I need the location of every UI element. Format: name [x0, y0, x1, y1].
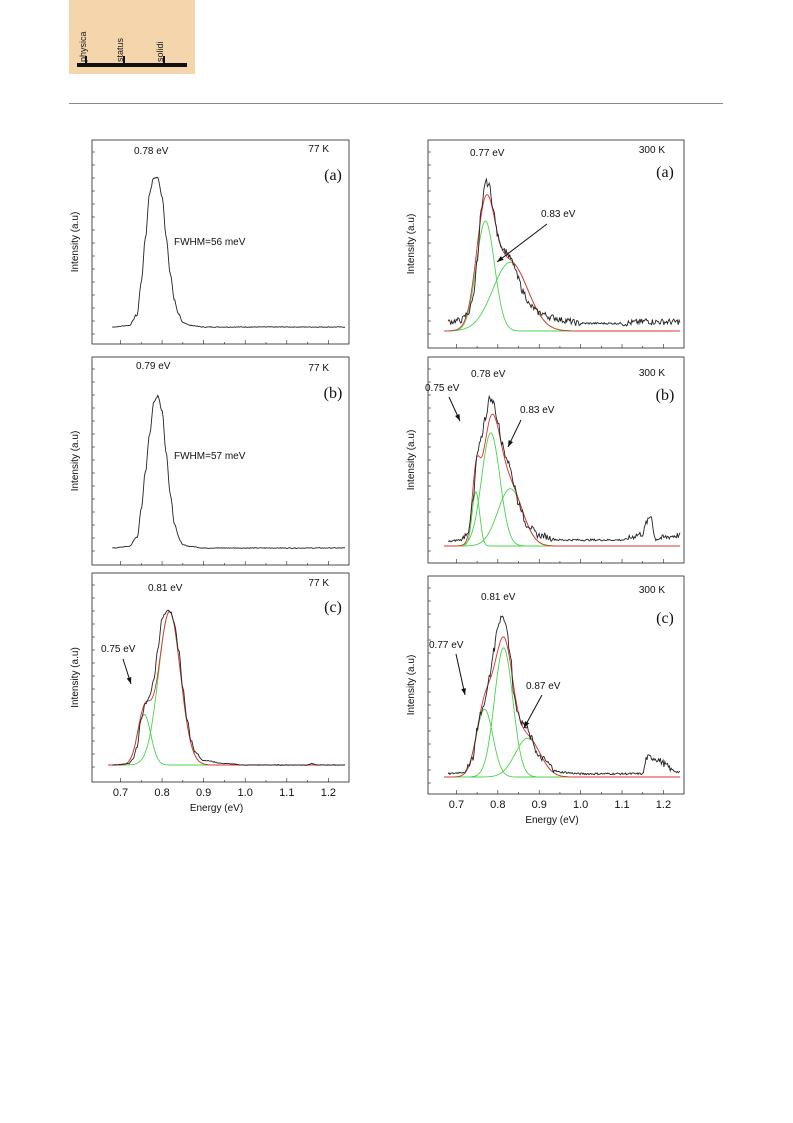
logo-bar-tick [85, 56, 87, 64]
chart-panel-300K-c: 300 K (c) 0.81 eV 0.77 eV 0.87 eV Intensity (… [406, 575, 685, 826]
gaussian-fit-curve [108, 610, 345, 766]
peak-arrow-head [126, 677, 132, 684]
peak-label: 0.77 eV [470, 148, 505, 159]
temperature-label: 300 K [639, 368, 665, 379]
fwhm-note: FWHM=57 meV [174, 451, 246, 462]
temperature-label: 77 K [308, 578, 329, 589]
x-tick-label: 0.7 [449, 799, 464, 811]
plot-frame [91, 572, 350, 783]
fit-envelope-curve [444, 194, 680, 332]
peak-arrow-head [497, 256, 504, 262]
logo-bar [77, 63, 187, 67]
x-tick-label: 1.1 [279, 787, 294, 799]
peak-arrow-head [461, 688, 466, 695]
header-rule [69, 103, 723, 104]
y-axis-label: Intensity (a.u) [406, 430, 417, 491]
logo-bar-tick [163, 56, 165, 64]
y-axis-label: Intensity (a.u) [70, 431, 81, 492]
fwhm-note: FWHM=56 meV [174, 237, 246, 248]
gaussian-fit-curve [444, 432, 680, 547]
peak-arrow-head [508, 440, 514, 447]
journal-logo: physica status solidi [69, 0, 195, 74]
x-axis-label: Energy (eV) [525, 815, 578, 826]
peak-arrow-head [524, 721, 530, 728]
y-axis-label: Intensity (a.u) [406, 214, 417, 275]
gaussian-fit-curve [444, 488, 680, 547]
peak-label: 0.83 eV [520, 405, 555, 416]
panel-letter: (b) [656, 387, 675, 404]
y-axis-label: Intensity (a.u) [70, 212, 81, 273]
peak-label: 0.75 eV [101, 644, 136, 655]
plot-frame [91, 139, 350, 345]
fit-envelope-curve [444, 636, 680, 778]
peak-label: 0.78 eV [134, 146, 169, 157]
panel-letter: (b) [324, 385, 343, 402]
measured-spectrum-line [112, 609, 346, 766]
peak-label: 0.81 eV [481, 592, 516, 603]
plot-frame [427, 356, 685, 564]
plot-frame [427, 575, 685, 795]
x-tick-label: 1.0 [238, 787, 253, 799]
logo-bar-tick [123, 56, 125, 64]
measured-spectrum-line [112, 394, 346, 549]
x-axis-label: Energy (eV) [190, 803, 243, 814]
gaussian-fit-curve [444, 490, 680, 547]
measured-spectrum-line [447, 394, 681, 543]
panel-letter: (a) [656, 164, 674, 181]
x-tick-label: 0.8 [490, 799, 505, 811]
temperature-label: 77 K [308, 144, 329, 155]
x-tick-label: 1.2 [656, 799, 671, 811]
gaussian-fit-curve [444, 737, 680, 778]
plot-frame [427, 139, 685, 349]
measured-spectrum-line [447, 177, 681, 327]
x-tick-label: 0.7 [113, 787, 128, 799]
peak-label: 0.83 eV [541, 209, 576, 220]
x-tick-label: 1.1 [614, 799, 629, 811]
chart-panel-300K-b: 300 K (b) 0.78 eV 0.75 eV 0.83 eV Intensity (… [406, 356, 685, 564]
measured-spectrum-line [447, 615, 681, 776]
peak-label: 0.75 eV [425, 383, 460, 394]
chart-panel-300K-a: 300 K (a) 0.77 eV 0.83 eV Intensity (a.u) [406, 139, 685, 349]
x-tick-label: 0.8 [154, 787, 169, 799]
plot-frame [91, 356, 350, 566]
panel-letter: (a) [324, 167, 342, 184]
peak-arrow-head [455, 414, 460, 421]
temperature-label: 77 K [308, 363, 329, 374]
gaussian-fit-curve [444, 647, 680, 778]
peak-arrow-line [455, 653, 466, 696]
temperature-label: 300 K [639, 145, 665, 156]
temperature-label: 300 K [639, 585, 665, 596]
peak-label: 0.78 eV [471, 369, 506, 380]
x-tick-label: 1.2 [321, 787, 336, 799]
peak-label: 0.79 eV [136, 361, 171, 372]
panel-letter: (c) [656, 610, 674, 627]
y-axis-label: Intensity (a.u) [406, 655, 417, 716]
measured-spectrum-line [112, 176, 346, 328]
x-tick-label: 0.9 [532, 799, 547, 811]
fit-envelope-curve [108, 610, 345, 766]
y-axis-label: Intensity (a.u) [70, 647, 81, 708]
fit-envelope-curve [444, 413, 680, 547]
chart-panel-77K-c: 77 K (c) 0.81 eV 0.75 eV Intensity (a.u) 0.7 0… [70, 572, 350, 814]
peak-arrow-line [496, 223, 548, 263]
x-tick-label: 0.9 [196, 787, 211, 799]
chart-panel-77K-b: 77 K (b) 0.79 eV FWHM=57 meV Intensity (a.u) [70, 356, 350, 566]
panel-letter: (c) [324, 599, 342, 616]
x-tick-label: 1.0 [573, 799, 588, 811]
peak-label: 0.77 eV [429, 640, 464, 651]
peak-label: 0.87 eV [526, 681, 561, 692]
peak-label: 0.81 eV [148, 583, 183, 594]
chart-panel-77K-a: 77 K (a) 0.78 eV FWHM=56 meV Intensity (a.u) [70, 139, 350, 345]
